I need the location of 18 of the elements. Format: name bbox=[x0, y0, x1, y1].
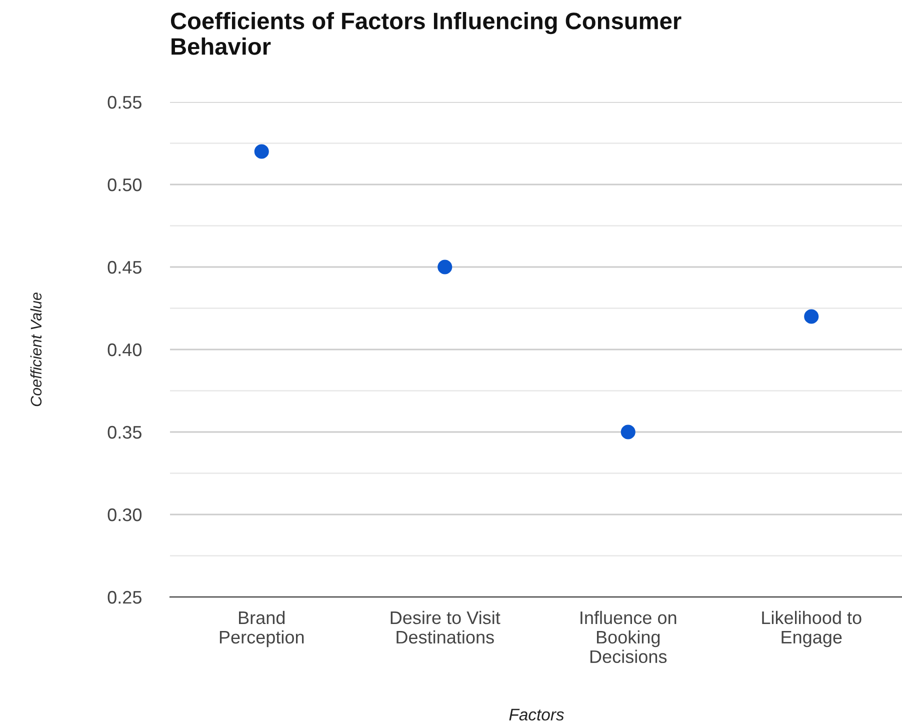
chart-title: Coefficients of Factors Influencing Consumer Behavior bbox=[170, 12, 682, 55]
y-tick-label: 0.25 bbox=[108, 590, 142, 604]
x-axis-title: Factors bbox=[509, 708, 564, 721]
point bbox=[254, 144, 269, 159]
y-axis-title: Coefficient Value bbox=[30, 292, 42, 406]
x-tick-label: Desire to Visit Destinations bbox=[390, 610, 500, 644]
y-tick-label: 0.40 bbox=[108, 343, 142, 356]
point bbox=[620, 424, 636, 440]
y-tick-label: 0.45 bbox=[108, 260, 142, 274]
point bbox=[804, 309, 819, 324]
y-tick-label: 0.30 bbox=[108, 508, 142, 522]
y-tick-label: 0.55 bbox=[108, 96, 142, 109]
y-tick-label: 0.35 bbox=[108, 426, 142, 439]
x-tick-label: Likelihood to Engage bbox=[762, 610, 862, 648]
point bbox=[438, 260, 452, 274]
y-tick-label: 0.50 bbox=[108, 178, 142, 192]
x-tick-label: Brand Perception bbox=[220, 610, 304, 648]
x-tick-label: Influence on Booking Decisions bbox=[580, 610, 676, 664]
